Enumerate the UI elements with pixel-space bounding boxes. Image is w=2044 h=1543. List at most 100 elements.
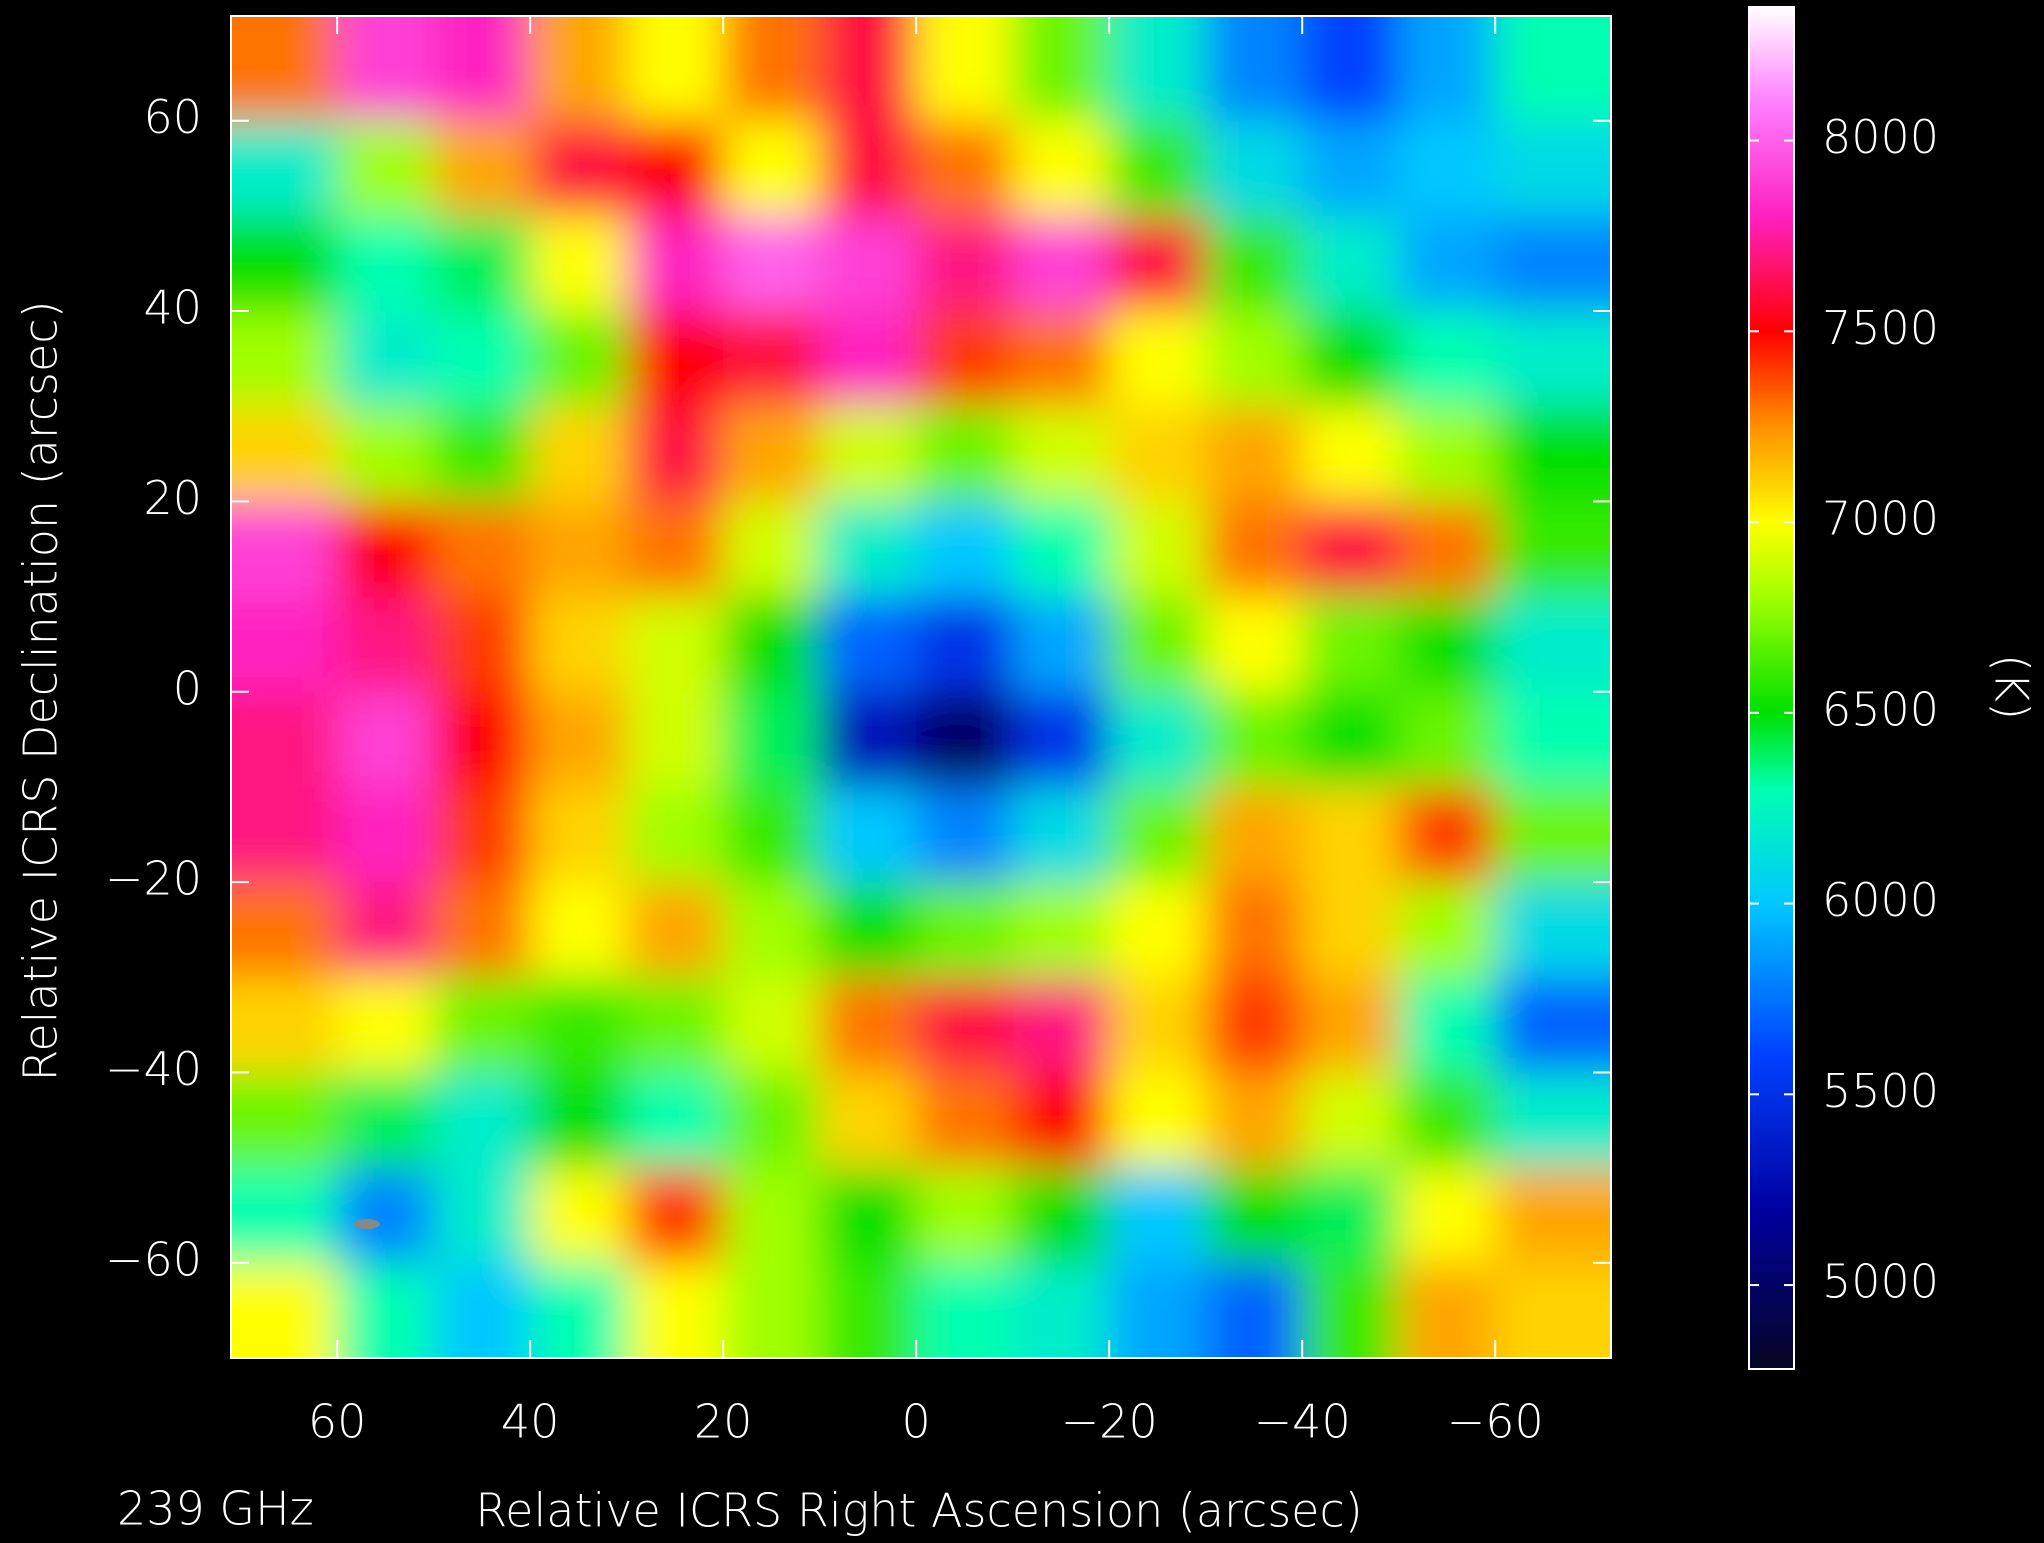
heatmap-cell xyxy=(916,406,1014,503)
x-tick-label: 0 xyxy=(902,1395,931,1449)
heatmap-cell xyxy=(1205,691,1304,788)
heatmap-cell xyxy=(530,1262,628,1358)
heatmap-cell xyxy=(1109,977,1207,1074)
heatmap-cell xyxy=(433,1167,532,1264)
heatmap-cell xyxy=(1495,1167,1611,1264)
heatmap-cell xyxy=(1495,16,1611,122)
heatmap-cell xyxy=(1398,215,1497,313)
heatmap-cell xyxy=(337,311,435,408)
heatmap-cell xyxy=(231,311,339,408)
heatmap-cell xyxy=(1302,596,1400,693)
heatmap-cell xyxy=(723,16,821,122)
heatmap-cell xyxy=(1109,691,1207,788)
heatmap-cell xyxy=(819,1072,918,1169)
heatmap-cell xyxy=(1109,215,1207,313)
heatmap-cell xyxy=(626,501,725,598)
heatmap-cell xyxy=(1109,311,1207,408)
heatmap-cell xyxy=(231,120,339,217)
heatmap-cell xyxy=(1398,691,1497,788)
heatmap-cell xyxy=(819,691,918,788)
heatmap-cell xyxy=(1205,786,1304,884)
heatmap-cell xyxy=(1495,120,1611,217)
heatmap-cell xyxy=(1302,1262,1400,1358)
heatmap-cell xyxy=(1012,1262,1111,1358)
heatmap-cell xyxy=(1205,311,1304,408)
heatmap-cell xyxy=(530,16,628,122)
heatmap-cell xyxy=(626,691,725,788)
heatmap-cell xyxy=(231,882,339,979)
heatmap-cell xyxy=(1205,1262,1304,1358)
heatmap-cell xyxy=(1012,691,1111,788)
heatmap-cell xyxy=(1205,501,1304,598)
heatmap-cell xyxy=(723,1262,821,1358)
heatmap-cell xyxy=(819,311,918,408)
heatmap-cell xyxy=(916,691,1014,788)
heatmap-cell xyxy=(916,1072,1014,1169)
heatmap-cell xyxy=(1205,1072,1304,1169)
heatmap-cell xyxy=(626,882,725,979)
plot-frame xyxy=(230,15,1612,1359)
heatmap-cell xyxy=(916,215,1014,313)
heatmap-cell xyxy=(1398,406,1497,503)
heatmap-cell xyxy=(1302,1167,1400,1264)
heatmap-cell xyxy=(626,16,725,122)
heatmap-cell xyxy=(1302,406,1400,503)
heatmap-cell xyxy=(1012,786,1111,884)
heatmap-cell xyxy=(433,596,532,693)
heatmap-cell xyxy=(819,501,918,598)
y-tick-label: 60 xyxy=(143,90,202,144)
colorbar-tick-label: 8000 xyxy=(1822,110,1939,164)
heatmap-cell xyxy=(1398,977,1497,1074)
heatmap-cell xyxy=(231,406,339,503)
heatmap-cell xyxy=(626,1262,725,1358)
heatmap-cell xyxy=(819,215,918,313)
heatmap-cell xyxy=(1398,1262,1497,1358)
heatmap-cell xyxy=(916,1167,1014,1264)
y-tick-label: −20 xyxy=(105,852,202,906)
heatmap-cell xyxy=(1012,1072,1111,1169)
heatmap-cell xyxy=(916,977,1014,1074)
heatmap-cell xyxy=(723,596,821,693)
heatmap-cell xyxy=(1109,786,1207,884)
heatmap-cell xyxy=(819,596,918,693)
heatmap-cell xyxy=(626,786,725,884)
heatmap-cell xyxy=(1495,406,1611,503)
heatmap-cell xyxy=(433,691,532,788)
heatmap-cell xyxy=(1495,977,1611,1074)
heatmap-cell xyxy=(1109,1167,1207,1264)
heatmap-cell xyxy=(337,16,435,122)
heatmap-cell xyxy=(1302,16,1400,122)
heatmap-cell xyxy=(1012,596,1111,693)
y-tick-label: 40 xyxy=(143,281,202,335)
heatmap-cell xyxy=(723,882,821,979)
x-tick-label: −60 xyxy=(1447,1395,1544,1449)
colorbar-tick-label: 7500 xyxy=(1822,301,1939,355)
heatmap-cell xyxy=(1302,691,1400,788)
heatmap-cell xyxy=(1109,406,1207,503)
heatmap-cell xyxy=(1495,311,1611,408)
heatmap-cell xyxy=(1205,1167,1304,1264)
heatmap-cell xyxy=(1205,215,1304,313)
heatmap-cell xyxy=(916,882,1014,979)
heatmap-cell xyxy=(433,215,532,313)
heatmap-cell xyxy=(723,215,821,313)
heatmap-cell xyxy=(916,120,1014,217)
heatmap-cell xyxy=(723,406,821,503)
heatmap-cell xyxy=(433,406,532,503)
heatmap-cell xyxy=(1109,596,1207,693)
heatmap-cell xyxy=(530,406,628,503)
heatmap-cell xyxy=(1012,882,1111,979)
frequency-label: 239 GHz xyxy=(117,1482,314,1536)
x-tick-label: 20 xyxy=(694,1395,753,1449)
heatmap-cell xyxy=(433,882,532,979)
heatmap-cell xyxy=(530,882,628,979)
heatmap-cell xyxy=(723,311,821,408)
heatmap-cell xyxy=(337,120,435,217)
heatmap-cell xyxy=(723,120,821,217)
heatmap-cell xyxy=(1495,1072,1611,1169)
heatmap-cell xyxy=(1398,1072,1497,1169)
heatmap-cell xyxy=(337,215,435,313)
heatmap-cell xyxy=(723,691,821,788)
heatmap-cell xyxy=(1495,882,1611,979)
